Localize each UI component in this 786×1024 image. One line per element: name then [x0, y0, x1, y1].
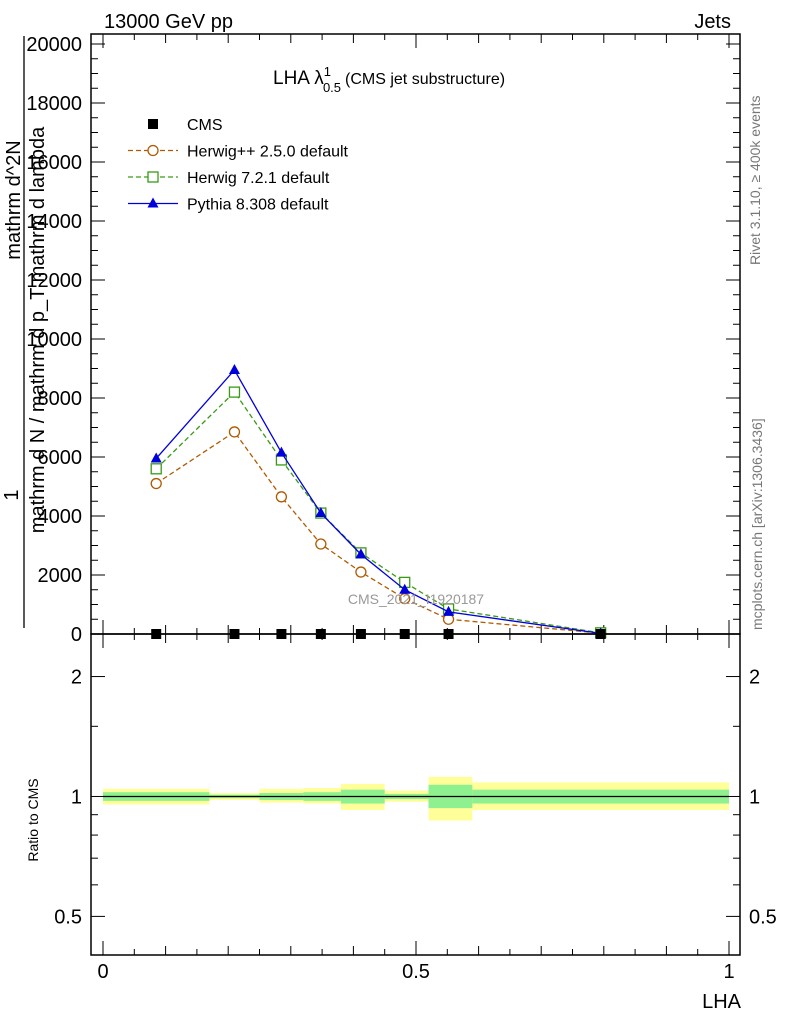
- y-tick-label: 10000: [26, 329, 82, 351]
- legend-label-herwig-2-5-0-default: Herwig++ 2.5.0 default: [187, 144, 349, 161]
- x-tick-label: 0: [97, 961, 108, 983]
- ratio-panel: 0.5 0.5 1 1 2 2 0 0.5 1 Ratio to CMS LHA: [25, 633, 777, 1013]
- main-y-axis-label: 1 mathrm d^2N mathrm d N / mathrm d p_T …: [1, 36, 49, 628]
- legend-label-pythia-8-308-default: Pythia 8.308 default: [187, 197, 329, 214]
- data-point-pythia-8-308-default: [275, 446, 287, 457]
- x-tick-label: 1: [723, 961, 734, 983]
- y-tick-label: 6000: [38, 447, 83, 469]
- data-point-herwig-2-5-0-default: [150, 477, 162, 490]
- legend-label-herwig-7-2-1-default: Herwig 7.2.1 default: [187, 170, 330, 187]
- ratio-y-tick-label-right: 0.5: [749, 906, 777, 928]
- plot-title-sub: 0.5: [323, 80, 341, 95]
- plot-title-suffix: (CMS jet substructure): [345, 71, 505, 88]
- y-tick-label: 18000: [26, 93, 82, 115]
- legend-marker-pythia-8-308-default: [147, 197, 159, 208]
- data-point-herwig-2-5-0-default: [275, 491, 288, 503]
- ratio-bands-layer: [103, 776, 729, 821]
- y-tick-label: 12000: [26, 270, 82, 292]
- ratio-y-tick-label: 1: [71, 786, 82, 808]
- x-tick-label: 0.5: [402, 961, 430, 983]
- legend: CMS Herwig++ 2.5.0 default Herwig 7.2.1 de…: [128, 117, 349, 214]
- y-tick-label: 8000: [38, 388, 83, 410]
- ratio-y-tick-label: 2: [71, 667, 82, 689]
- rivet-version-text: Rivet 3.1.10, ≥ 400k events: [747, 95, 763, 265]
- main-axis-ticks: 0 2000 4000 6000 8000 10000 12000 14000 16000 180…: [26, 34, 740, 646]
- ratio-y-label: Ratio to CMS: [25, 778, 41, 861]
- analysis-watermark: CMS_2021_I1920187: [348, 591, 484, 607]
- y-tick-label: 0: [71, 624, 82, 646]
- plot-title-sup: 1: [324, 64, 331, 79]
- ratio-y-tick-label-right: 1: [749, 786, 760, 808]
- data-point-herwig-7-2-1-default: [150, 463, 162, 475]
- y-tick-label: 4000: [38, 506, 83, 528]
- legend-label-cms: CMS: [187, 117, 223, 134]
- data-point-pythia-8-308-default: [228, 363, 240, 374]
- y-tick-label: 20000: [26, 34, 82, 56]
- data-point-pythia-8-308-default: [315, 507, 327, 518]
- y-label-top: mathrm d^2N: [3, 140, 25, 259]
- data-point-herwig-2-5-0-default: [315, 538, 327, 550]
- ratio-plot-frame: [90, 633, 741, 956]
- data-point-herwig-2-5-0-default: [228, 426, 241, 438]
- data-point-pythia-8-308-default: [355, 548, 367, 559]
- data-point-herwig-2-5-0-default: [355, 566, 367, 578]
- ratio-y-tick-label: 0.5: [54, 906, 82, 928]
- y-label-denominator: mathrm d N / mathrm d p_T mathrm d lambd…: [27, 126, 49, 533]
- plot-title: LHA λ1 0.5 (CMS jet substructure): [273, 64, 505, 95]
- data-point-herwig-7-2-1-default: [228, 386, 241, 398]
- series-line-herwig-2-5-0-default: [155, 431, 601, 634]
- y-tick-label: 2000: [38, 565, 83, 587]
- data-point-pythia-8-308-default: [150, 452, 162, 463]
- x-axis-label: LHA: [702, 991, 742, 1013]
- y-tick-label: 16000: [26, 152, 82, 174]
- series-line-herwig-7-2-1-default: [155, 391, 601, 634]
- energy-label: 13000 GeV pp: [104, 11, 233, 33]
- plot-title-main: LHA λ: [273, 68, 324, 89]
- ratio-y-tick-label-right: 2: [749, 667, 760, 689]
- category-label: Jets: [694, 11, 731, 33]
- mcplots-citation-text: mcplots.cern.ch [arXiv:1306.3436]: [749, 418, 765, 630]
- legend-marker-herwig-7-2-1-default: [147, 171, 159, 183]
- ratio-axis-ticks: 0.5 0.5 1 1 2 2 0 0.5 1: [54, 634, 777, 983]
- main-panel: 0 2000 4000 6000 8000 10000 12000 14000 16000 180…: [1, 33, 741, 646]
- main-series-layer: [150, 363, 607, 639]
- y-label-numerator: 1: [1, 489, 23, 500]
- data-point-pythia-8-308-default: [399, 583, 411, 594]
- legend-marker-herwig-2-5-0-default: [147, 144, 159, 157]
- data-point-pythia-8-308-default: [443, 605, 455, 616]
- y-tick-label: 14000: [26, 211, 82, 233]
- series-line-pythia-8-308-default: [155, 368, 601, 635]
- legend-marker-cms: [148, 119, 158, 129]
